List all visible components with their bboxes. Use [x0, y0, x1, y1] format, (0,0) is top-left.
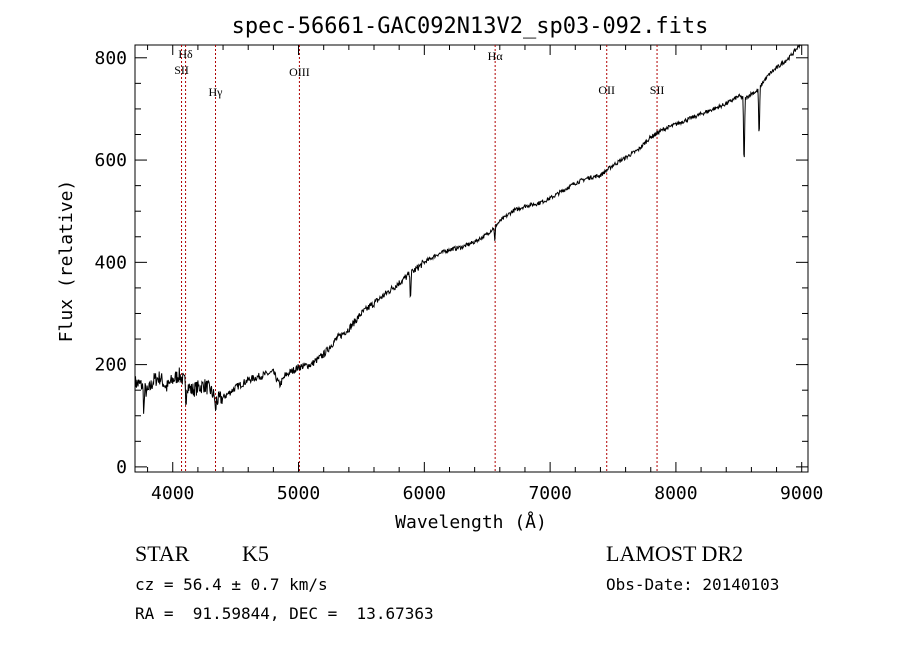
annotation-label: Hγ — [209, 85, 224, 99]
object-subclass: K5 — [242, 541, 269, 566]
object-class: STAR — [135, 541, 190, 566]
axis-ticks: 4000 5000 6000 7000 8000 9000 0 200 400 600 800 — [94, 45, 823, 504]
plot-frame — [134, 44, 809, 473]
x-tick-label: 4000 — [151, 483, 194, 504]
annotation-label: Hα — [488, 49, 504, 63]
y-tick-label: 600 — [94, 150, 127, 171]
x-tick-label: 8000 — [654, 483, 697, 504]
x-tick-label: 9000 — [780, 483, 823, 504]
x-tick-label: 7000 — [528, 483, 571, 504]
y-tick-label: 400 — [94, 252, 127, 273]
spectrum-line — [134, 44, 806, 414]
annotation-label: OII — [598, 83, 615, 97]
y-tick-label: 0 — [116, 457, 127, 478]
line-annotations: Hδ SII Hγ OIII Hα OII SII — [174, 45, 664, 472]
y-tick-label: 800 — [94, 48, 127, 69]
annotation-label: SII — [650, 83, 665, 97]
survey-name: LAMOST DR2 — [606, 541, 744, 566]
observation-date: Obs-Date: 20140103 — [606, 575, 780, 594]
annotation-label: Hδ — [178, 47, 193, 61]
y-tick-label: 200 — [94, 355, 127, 376]
annotation-label: SII — [174, 63, 189, 77]
chart-title: spec-56661-GAC092N13V2_sp03-092.fits — [232, 14, 709, 39]
x-tick-label: 5000 — [277, 483, 320, 504]
y-axis-label: Flux (relative) — [56, 180, 77, 343]
x-tick-label: 6000 — [403, 483, 446, 504]
coordinates-readout: RA = 91.59844, DEC = 13.67363 — [135, 604, 434, 623]
redshift-readout: cz = 56.4 ± 0.7 km/s — [135, 575, 328, 594]
x-axis-label: Wavelength (Å) — [395, 511, 547, 533]
annotation-label: OIII — [289, 65, 310, 79]
